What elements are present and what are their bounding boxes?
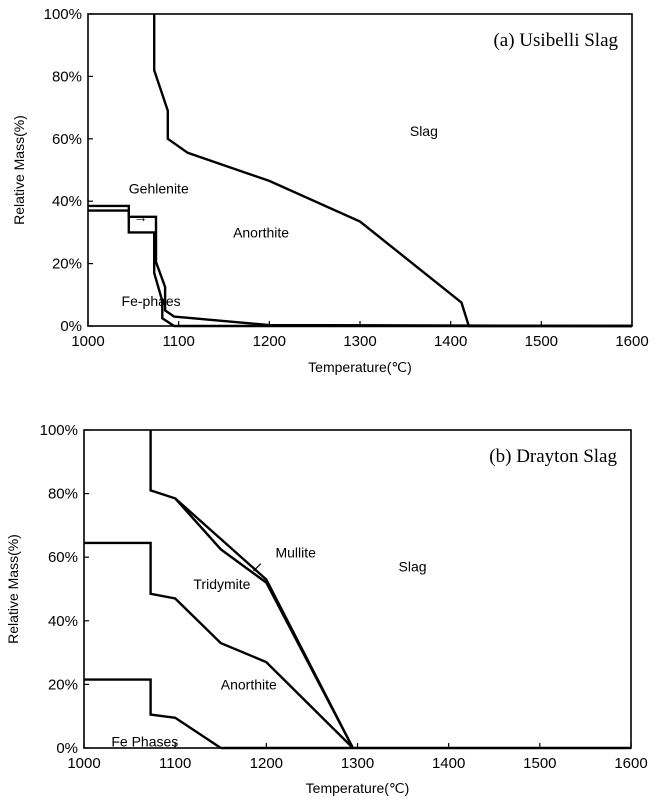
panel-title: (b) Drayton Slag — [489, 446, 617, 467]
x-tick-label: 1100 — [159, 755, 191, 772]
region-label: Tridymite — [193, 576, 250, 592]
pointer-arrow-icon: → — [134, 209, 148, 225]
phase-boundary-line-3 — [88, 209, 632, 328]
x-tick-label: 1500 — [523, 755, 556, 772]
chart-panel-1: 1000 1100 1200 1300 1400 1500 1600 0% 20% 40% 60% 8… — [11, 6, 649, 375]
phase-boundary-line-4 — [84, 678, 222, 750]
x-tick-label: 1300 — [343, 333, 376, 350]
y-tick-label: 100% — [44, 6, 82, 23]
region-label: Anorthite — [221, 676, 277, 692]
x-tick-label: 1400 — [432, 755, 465, 772]
region-label: Gehlenite — [129, 181, 189, 197]
y-tick-label: 20% — [52, 256, 82, 273]
region-label: Fe Phases — [111, 734, 178, 750]
chart-panel-2: 1000 1100 1200 1300 1400 1500 1600 0% 20% 40% 60% 8… — [5, 422, 648, 796]
y-tick-label: 100% — [40, 422, 78, 439]
y-axis-title: Relative Mass(%) — [11, 115, 27, 225]
x-axis-title: Temperature(℃) — [308, 359, 412, 375]
y-tick-label: 0% — [56, 740, 78, 757]
phase-boundary-line-1 — [153, 14, 632, 328]
x-tick-label: 1100 — [163, 333, 195, 350]
y-tick-label: 60% — [52, 131, 82, 148]
y-tick-label: 40% — [48, 613, 78, 630]
y-tick-label: 60% — [48, 549, 78, 566]
y-tick-label: 0% — [60, 318, 82, 335]
x-tick-label: 1000 — [67, 755, 100, 772]
x-tick-label: 1500 — [525, 333, 558, 350]
phase-boundary-line-1 — [149, 430, 354, 749]
region-label: Fe-phaes — [122, 293, 181, 309]
phase-boundary-line-2 — [174, 497, 354, 749]
region-label: Anorthite — [233, 224, 289, 240]
plot-frame — [87, 13, 633, 327]
y-tick-label: 80% — [52, 68, 82, 85]
plot-frame — [83, 429, 632, 749]
region-label: Mullite — [275, 544, 316, 560]
x-tick-label: 1200 — [250, 755, 283, 772]
x-tick-label: 1000 — [71, 333, 104, 350]
pointer-arrow-icon: ↙ — [251, 559, 263, 575]
y-tick-label: 20% — [48, 676, 78, 693]
y-tick-label: 80% — [48, 486, 78, 503]
panel-title: (a) Usibelli Slag — [493, 30, 618, 51]
x-tick-label: 1200 — [253, 333, 286, 350]
y-axis-title: Relative Mass(%) — [5, 534, 21, 644]
x-tick-label: 1300 — [341, 755, 374, 772]
region-label: Slag — [399, 559, 427, 575]
x-tick-label: 1400 — [434, 333, 467, 350]
x-tick-label: 1600 — [615, 333, 648, 350]
x-tick-label: 1600 — [614, 755, 647, 772]
region-label: Slag — [410, 123, 438, 139]
y-tick-label: 40% — [52, 193, 82, 210]
phase-boundary-line-3 — [84, 541, 354, 749]
x-axis-title: Temperature(℃) — [306, 780, 410, 796]
